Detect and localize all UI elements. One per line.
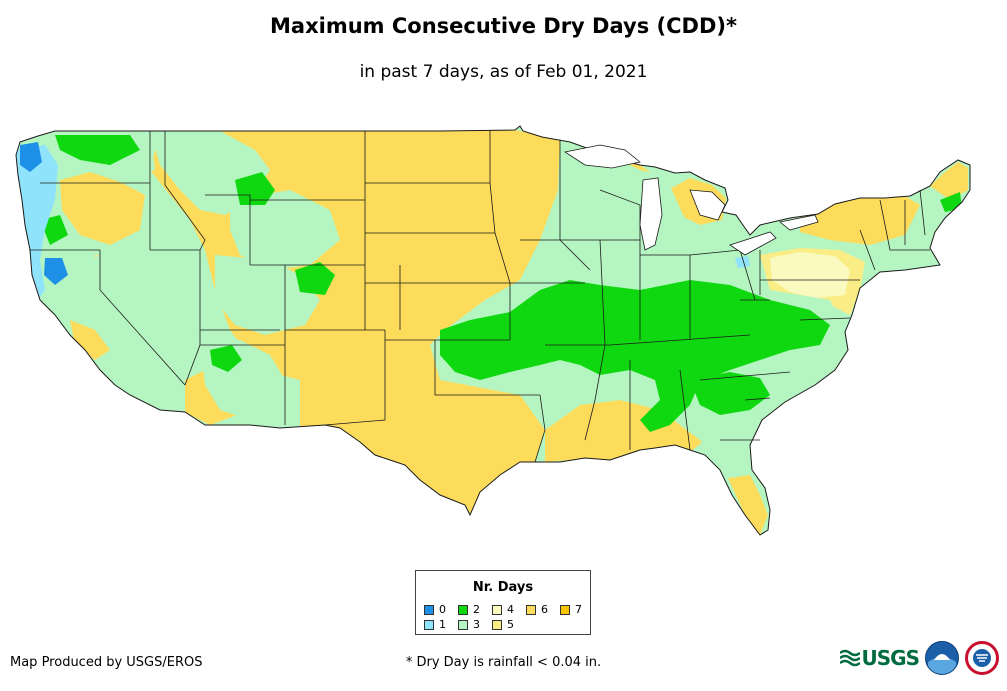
great-lakes [563,144,819,256]
legend-item-1: 1 [424,618,446,631]
lake-superior [563,144,641,169]
lake-erie [729,231,777,256]
zone-2-days-georgia [690,372,770,415]
legend-swatch-7 [560,604,570,615]
lake-ontario [779,214,819,231]
zone-3-days-wyoming [230,190,340,270]
legend-item-7: 7 [560,603,582,616]
map-subtitle: in past 7 days, as of Feb 01, 2021 [359,62,648,82]
zone-2-days-washington-patch [55,135,140,165]
cdd-zones [16,130,968,535]
zone-2-days-idaho-patch [235,172,275,205]
zone-2-days-colorado-patch [295,262,335,295]
legend-swatch-4 [492,604,502,615]
agency-logos: USGS [839,638,999,678]
legend-swatch-3 [458,619,468,630]
legend-swatch-5 [492,619,502,630]
map-title: Maximum Consecutive Dry Days (CDD)* [270,14,737,38]
legend-swatch-2 [458,604,468,615]
state-borders [30,131,930,463]
zone-4-days-pennsylvania [770,252,850,298]
nws-logo [965,641,999,675]
zone-6-days-new-england [800,196,920,245]
legend: Nr. Days 0 1 2 3 4 5 6 7 [415,570,591,635]
zone-6-days-california-interior [70,320,110,360]
legend-title: Nr. Days [472,580,534,595]
map-credit: Map Produced by USGS/EROS [10,655,203,670]
zone-6-days-northwest [60,172,145,245]
zone-2-days-utah-patch [210,345,242,372]
noaa-logo [925,641,959,675]
zone-6-days-florida [728,475,768,535]
zone-6-days-maine [930,162,968,200]
legend-swatch-1 [424,619,434,630]
legend-item-5: 5 [492,618,514,631]
legend-item-4: 4 [492,603,514,616]
legend-item-2: 2 [458,603,480,616]
legend-item-3: 3 [458,618,480,631]
usgs-waves-icon [839,649,860,667]
us-outline [15,125,971,536]
lake-michigan [639,177,663,251]
legend-item-6: 6 [526,603,548,616]
legend-swatch-6 [526,604,536,615]
zone-0-days-olympic [20,142,42,172]
conus-cdd-map [15,125,971,536]
zone-3-days-nevada [70,250,200,385]
lake-huron [689,189,726,221]
legend-item-0: 0 [424,603,446,616]
nws-tornado-icon [973,649,991,667]
usgs-logo: USGS [839,646,920,670]
zone-0-days-northern-california [44,258,68,285]
legend-swatch-0 [424,604,434,615]
noaa-bird-icon [928,654,956,674]
zone-3-days-utah-colorado [215,255,320,335]
dry-day-footnote: * Dry Day is rainfall < 0.04 in. [405,655,602,670]
zone-1-day-pacific-coast [16,145,58,300]
zone-2-days-ohio-valley [440,280,830,432]
zone-1-day-ohio-patch [735,256,750,268]
